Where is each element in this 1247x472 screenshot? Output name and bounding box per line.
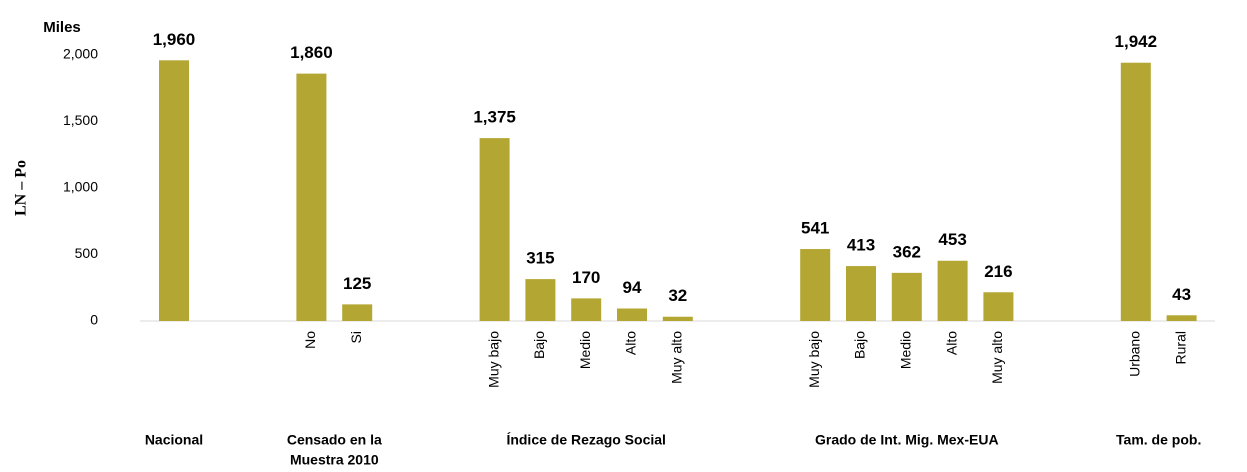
value-label: 1,375: [473, 108, 516, 127]
x-tick-label: Rural: [1172, 331, 1188, 364]
bar: [296, 73, 327, 322]
value-label: 1,942: [1115, 32, 1158, 51]
bar: [1166, 315, 1197, 321]
x-tick-label: Muy alto: [669, 331, 685, 384]
x-tick-label: Medio: [577, 331, 593, 369]
bar: [617, 308, 647, 321]
y-axis-label: LN – Po: [13, 160, 30, 216]
x-tick-label: Bajo: [531, 331, 547, 359]
bar: [662, 316, 693, 321]
value-label: 453: [938, 230, 966, 249]
bar: [800, 249, 831, 321]
value-label: 125: [343, 274, 371, 293]
group-label: Nacional: [145, 432, 203, 448]
value-label: 413: [847, 236, 875, 255]
x-tick-label: Medio: [898, 331, 914, 369]
bar: [342, 304, 373, 321]
bar: [525, 279, 556, 321]
group-label: Grado de Int. Mig. Mex-EUA: [815, 432, 999, 448]
value-label: 170: [572, 268, 600, 287]
value-label: 541: [801, 219, 829, 238]
y-tick-label: 0: [90, 312, 98, 328]
value-label: 94: [623, 278, 642, 297]
value-label: 216: [984, 262, 1012, 281]
x-tick-label: Muy bajo: [806, 331, 822, 388]
group-label: Censado en la: [287, 432, 382, 448]
bar: [891, 272, 922, 321]
x-tick-label: No: [302, 331, 318, 349]
x-tick-label: Bajo: [852, 331, 868, 359]
value-label: 1,860: [290, 43, 333, 62]
bar: [846, 266, 876, 321]
x-tick-label: Si: [348, 331, 364, 343]
y-tick-label: 500: [75, 245, 99, 261]
x-tick-label: Alto: [623, 331, 639, 355]
bar: [159, 60, 189, 321]
bar: [1120, 62, 1151, 322]
unit-label: Miles: [43, 19, 81, 36]
bar: [571, 298, 602, 321]
y-tick-label: 2,000: [63, 46, 98, 62]
value-label: 43: [1172, 285, 1191, 304]
y-tick-label: 1,500: [63, 112, 98, 128]
group-label: Tam. de pob.: [1116, 432, 1201, 448]
value-label: 1,960: [153, 30, 196, 49]
value-label: 362: [893, 242, 921, 261]
value-label: 32: [668, 286, 687, 305]
x-tick-label: Alto: [943, 331, 959, 355]
group-label: Índice de Rezago Social: [506, 432, 666, 448]
group-label: Muestra 2010: [290, 452, 379, 468]
x-tick-label: Urbano: [1127, 331, 1143, 377]
bar: [479, 138, 510, 321]
value-label: 315: [526, 249, 554, 268]
x-tick-label: Muy alto: [989, 331, 1005, 384]
y-tick-label: 1,000: [63, 179, 98, 195]
x-tick-label: Muy bajo: [485, 331, 501, 388]
bar: [983, 292, 1014, 321]
bar: [937, 260, 968, 321]
